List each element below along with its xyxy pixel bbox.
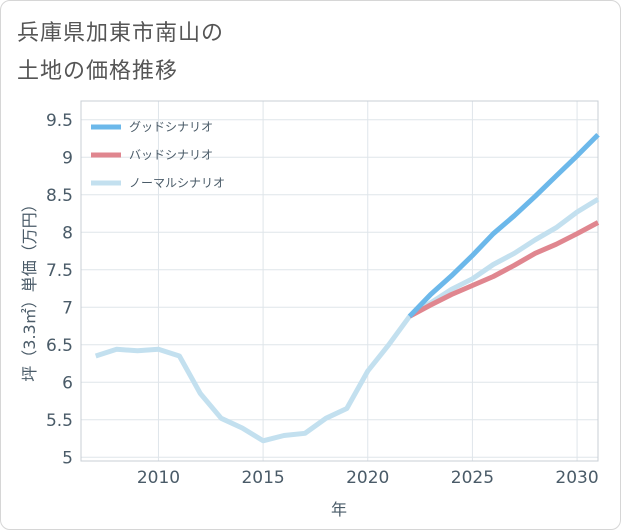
legend-label-2: バッドシナリオ	[129, 148, 213, 162]
x-tick-label: 2030	[555, 468, 598, 488]
x-axis-label: 年	[331, 500, 347, 519]
series-line-1	[407, 132, 600, 319]
legend-label-1: グッドシナリオ	[129, 120, 213, 134]
plot-background	[81, 101, 598, 461]
y-tick-label: 7	[62, 298, 73, 318]
grid	[81, 101, 598, 461]
y-tick-label: 7.5	[46, 261, 73, 281]
x-tick-label: 2025	[451, 468, 494, 488]
y-tick-label: 5.5	[46, 411, 73, 431]
y-tick-label: 9	[62, 148, 73, 168]
y-axis-label: 坪（3.3㎡）単価（万円）	[20, 196, 39, 381]
x-tick-label: 2010	[137, 468, 180, 488]
tick-labels: 5 5.5 6 6.5 7 7.5 8 8.5 9 9.5 2010 2015 2020 2025 2030	[46, 111, 599, 488]
page-title: 兵庫県加東市南山の 土地の価格推移	[17, 15, 224, 91]
y-tick-label: 6.5	[46, 336, 73, 356]
series-line-2	[408, 220, 600, 319]
title-line-1: 兵庫県加東市南山の	[17, 21, 225, 46]
series-line-3	[94, 197, 600, 444]
y-tick-label: 6	[62, 373, 73, 393]
y-tick-label: 9.5	[46, 111, 73, 131]
title-line-2: 土地の価格推移	[17, 59, 179, 84]
y-tick-label: 8	[62, 223, 73, 243]
y-tick-label: 8.5	[46, 186, 73, 206]
plot-border	[80, 100, 599, 462]
y-tick-label: 5	[62, 448, 73, 468]
legend-label-3: ノーマルシナリオ	[129, 176, 225, 190]
series-layer	[94, 132, 600, 444]
x-tick-label: 2015	[241, 468, 284, 488]
x-tick-label: 2020	[346, 468, 389, 488]
